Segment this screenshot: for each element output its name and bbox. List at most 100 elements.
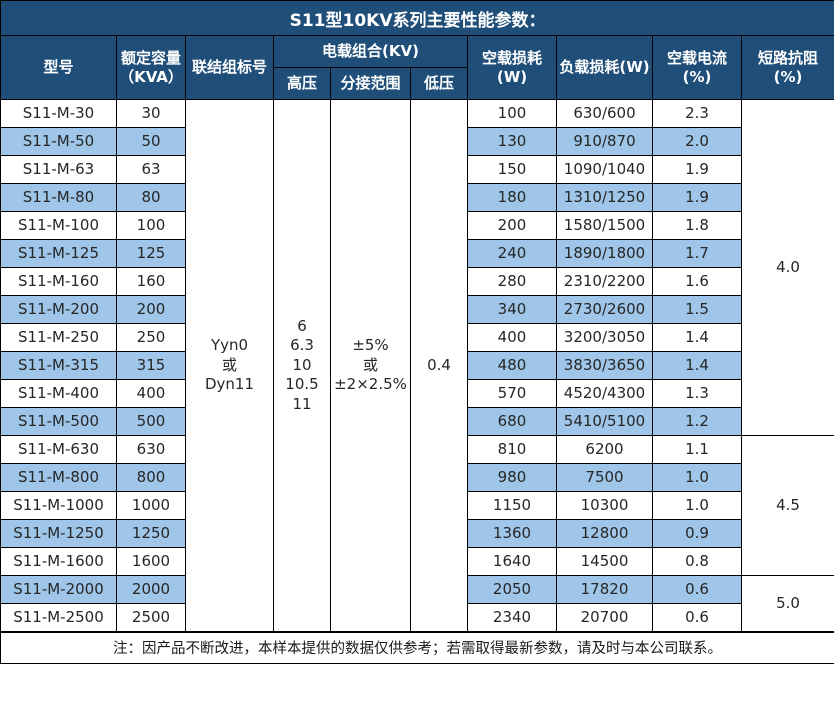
table-row: S11-M-400 400 570 4520/4300 1.3 — [0, 379, 834, 408]
model-cell: S11-M-315 — [0, 351, 117, 380]
model-cell: S11-M-630 — [0, 435, 117, 464]
no-load-loss-cell: 130 — [467, 127, 557, 156]
col-header-impedance: 短路抗阻(%) — [740, 35, 834, 100]
load-loss-cell: 910/870 — [556, 127, 653, 156]
load-loss-cell: 1310/1250 — [556, 183, 653, 212]
table-row: S11-M-2000 2000 2050 17820 0.6 5.0 — [0, 575, 834, 632]
load-loss-cell: 12800 — [556, 519, 653, 548]
col-header-connection-group: 联结组标号 — [185, 35, 274, 100]
no-load-loss-cell: 280 — [467, 267, 557, 296]
load-loss-cell: 4520/4300 — [556, 379, 653, 408]
load-loss-cell: 2730/2600 — [556, 295, 653, 324]
model-cell: S11-M-2500 — [0, 603, 117, 632]
col-header-load-loss: 负载损耗(W) — [556, 35, 653, 100]
no-load-current-cell: 0.8 — [652, 547, 742, 576]
table-row: S11-M-800 800 980 7500 1.0 — [0, 463, 834, 492]
model-cell: S11-M-800 — [0, 463, 117, 492]
capacity-cell: 1600 — [116, 547, 186, 576]
table-row: S11-M-500 500 680 5410/5100 1.2 — [0, 407, 834, 436]
impedance-cell: 4.5 — [740, 435, 834, 576]
col-header-voltage-group: 电载组合(KV) — [273, 35, 468, 68]
model-cell: S11-M-1600 — [0, 547, 117, 576]
col-header-high-voltage: 高压 — [273, 67, 331, 100]
capacity-cell: 630 — [116, 435, 186, 464]
impedance-cell: 5.0 — [740, 575, 834, 632]
no-load-loss-cell: 480 — [467, 351, 557, 380]
header-row-1: 型号 额定容量 （KVA） 联结组标号 电载组合(KV) 空载损耗(W) 负载损耗… — [0, 35, 834, 100]
table-row: S11-M-1600 1600 1640 14500 0.8 — [0, 547, 834, 576]
load-loss-cell: 630/600 — [556, 99, 653, 128]
no-load-loss-cell: 240 — [467, 239, 557, 268]
load-loss-cell: 1090/1040 — [556, 155, 653, 184]
table-row: S11-M-630 630 810 6200 1.1 4.5 — [0, 435, 834, 576]
no-load-loss-cell: 340 — [467, 295, 557, 324]
capacity-cell: 50 — [116, 127, 186, 156]
no-load-loss-cell: 1150 — [467, 491, 557, 520]
no-load-loss-cell: 100 — [467, 99, 557, 128]
col-header-no-load-loss: 空载损耗(W) — [467, 35, 557, 100]
capacity-cell: 315 — [116, 351, 186, 380]
no-load-current-cell: 1.0 — [652, 463, 742, 492]
no-load-loss-cell: 1360 — [467, 519, 557, 548]
load-loss-cell: 6200 — [556, 435, 653, 464]
capacity-cell: 160 — [116, 267, 186, 296]
col-header-capacity-line2: （KVA） — [119, 67, 183, 86]
load-loss-cell: 1890/1800 — [556, 239, 653, 268]
high-voltage-cell: 6 6.3 10 10.5 11 — [273, 99, 331, 632]
load-loss-cell: 17820 — [556, 575, 653, 604]
model-cell: S11-M-2000 — [0, 575, 117, 604]
table-row: S11-M-315 315 480 3830/3650 1.4 — [0, 351, 834, 380]
no-load-current-cell: 1.0 — [652, 491, 742, 520]
load-loss-cell: 5410/5100 — [556, 407, 653, 436]
load-loss-cell: 7500 — [556, 463, 653, 492]
no-load-current-cell: 1.3 — [652, 379, 742, 408]
model-cell: S11-M-500 — [0, 407, 117, 436]
load-loss-cell: 3830/3650 — [556, 351, 653, 380]
load-loss-cell: 20700 — [556, 603, 653, 632]
capacity-cell: 63 — [116, 155, 186, 184]
col-header-model: 型号 — [0, 35, 117, 100]
impedance-cell: 4.0 — [740, 99, 834, 436]
no-load-current-cell: 2.3 — [652, 99, 742, 128]
no-load-loss-cell: 2050 — [467, 575, 557, 604]
model-cell: S11-M-200 — [0, 295, 117, 324]
load-loss-cell: 2310/2200 — [556, 267, 653, 296]
capacity-cell: 2500 — [116, 603, 186, 632]
footer-note: 注：因产品不断改进，本样本提供的数据仅供参考；若需取得最新参数，请及时与本公司联… — [0, 630, 834, 664]
note-row: 注：因产品不断改进，本样本提供的数据仅供参考；若需取得最新参数，请及时与本公司联… — [0, 630, 834, 664]
table-row: S11-M-2500 2500 2340 20700 0.6 — [0, 603, 834, 632]
table-row: S11-M-100 100 200 1580/1500 1.8 — [0, 211, 834, 240]
no-load-current-cell: 1.4 — [652, 351, 742, 380]
no-load-loss-cell: 680 — [467, 407, 557, 436]
capacity-cell: 250 — [116, 323, 186, 352]
capacity-cell: 100 — [116, 211, 186, 240]
capacity-cell: 125 — [116, 239, 186, 268]
col-header-low-voltage: 低压 — [410, 67, 468, 100]
no-load-current-cell: 1.7 — [652, 239, 742, 268]
table-row: S11-M-160 160 280 2310/2200 1.6 — [0, 267, 834, 296]
no-load-current-cell: 1.9 — [652, 183, 742, 212]
table-row: S11-M-200 200 340 2730/2600 1.5 — [0, 295, 834, 324]
no-load-loss-cell: 810 — [467, 435, 557, 464]
no-load-current-cell: 1.5 — [652, 295, 742, 324]
header-row-2: 高压 分接范围 低压 — [1, 67, 834, 100]
model-cell: S11-M-160 — [0, 267, 117, 296]
table-body: S11-M-30 30 Yyn0 或 Dyn11 6 6.3 10 10.5 11 ±5% 或 ±2×2… — [0, 99, 834, 632]
table-row: S11-M-50 50 130 910/870 2.0 — [0, 127, 834, 156]
capacity-cell: 400 — [116, 379, 186, 408]
col-header-no-load-current: 空载电流(%) — [652, 35, 742, 100]
no-load-current-cell: 1.8 — [652, 211, 742, 240]
model-cell: S11-M-400 — [0, 379, 117, 408]
low-voltage-cell: 0.4 — [410, 99, 468, 632]
capacity-cell: 800 — [116, 463, 186, 492]
load-loss-cell: 3200/3050 — [556, 323, 653, 352]
no-load-loss-cell: 980 — [467, 463, 557, 492]
load-loss-cell: 14500 — [556, 547, 653, 576]
capacity-cell: 80 — [116, 183, 186, 212]
capacity-cell: 2000 — [116, 575, 186, 604]
tap-range-cell: ±5% 或 ±2×2.5% — [330, 99, 411, 632]
load-loss-cell: 10300 — [556, 491, 653, 520]
no-load-loss-cell: 570 — [467, 379, 557, 408]
model-cell: S11-M-1250 — [0, 519, 117, 548]
